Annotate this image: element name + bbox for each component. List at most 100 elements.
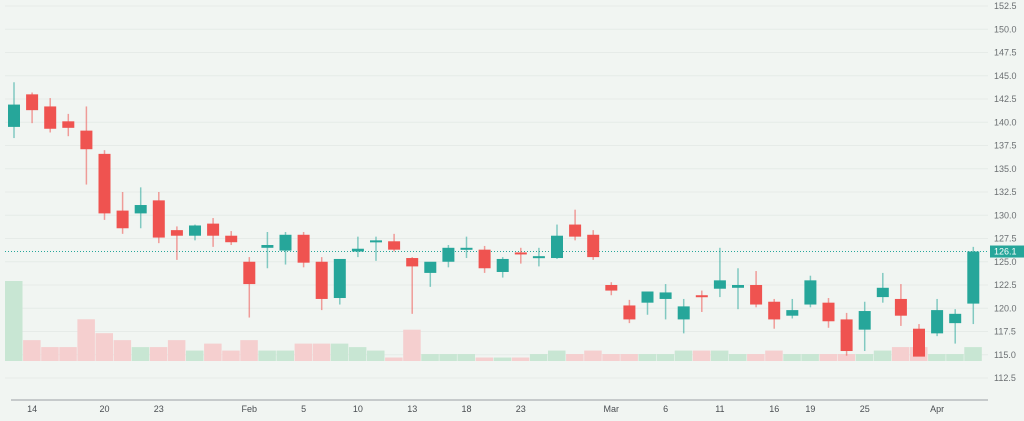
y-tick-label: 152.5 xyxy=(994,1,1017,11)
candle[interactable] xyxy=(496,257,509,278)
volume-bar xyxy=(783,354,801,361)
candle[interactable] xyxy=(134,187,147,229)
x-tick-label: 18 xyxy=(461,404,471,414)
y-tick-label: 112.5 xyxy=(994,373,1016,383)
y-tick-label: 127.5 xyxy=(994,234,1017,244)
last-price-value: 126.1 xyxy=(994,247,1017,257)
y-tick-label: 125.0 xyxy=(994,257,1017,267)
candle[interactable] xyxy=(80,106,93,185)
volume-bar xyxy=(747,354,765,361)
candle[interactable] xyxy=(551,224,563,259)
y-tick-label: 135.0 xyxy=(994,164,1017,174)
candle-body xyxy=(243,261,256,285)
candle[interactable] xyxy=(514,247,527,264)
x-tick-label: 23 xyxy=(516,404,526,414)
candle-body xyxy=(659,292,672,299)
candle[interactable] xyxy=(623,299,636,324)
grid xyxy=(5,5,988,379)
candle[interactable] xyxy=(388,233,401,252)
candle[interactable] xyxy=(695,290,708,312)
candle-body xyxy=(514,252,527,255)
candle[interactable] xyxy=(931,298,944,337)
candle[interactable] xyxy=(478,245,491,273)
candle[interactable] xyxy=(677,298,690,334)
candle-body xyxy=(623,305,636,320)
y-tick-label: 145.0 xyxy=(994,71,1017,81)
candle[interactable] xyxy=(297,231,310,268)
candle[interactable] xyxy=(424,261,437,287)
candle-body xyxy=(840,319,853,352)
volume-bar xyxy=(276,350,294,361)
candle[interactable] xyxy=(116,192,129,234)
candle[interactable] xyxy=(279,231,292,265)
candle[interactable] xyxy=(26,92,39,124)
candle[interactable] xyxy=(768,298,781,329)
candle[interactable] xyxy=(62,113,75,137)
candle[interactable] xyxy=(351,236,364,258)
last-price-badge: 126.1 xyxy=(990,245,1024,258)
candle[interactable] xyxy=(659,284,672,320)
candle-body xyxy=(750,285,763,305)
candle[interactable] xyxy=(840,312,853,356)
candle[interactable] xyxy=(876,272,889,303)
volume-bar xyxy=(511,357,530,361)
candle[interactable] xyxy=(406,257,419,314)
volume-bar xyxy=(475,357,494,361)
candle[interactable] xyxy=(587,230,600,260)
x-tick-label: 19 xyxy=(805,404,815,414)
candle[interactable] xyxy=(243,257,256,318)
candle[interactable] xyxy=(225,231,238,246)
candle-body xyxy=(894,298,907,316)
candle[interactable] xyxy=(442,245,455,268)
candle[interactable] xyxy=(44,98,57,133)
candle[interactable] xyxy=(98,150,111,220)
candle-body xyxy=(261,245,274,248)
volume-bar xyxy=(367,350,385,361)
candle[interactable] xyxy=(460,236,473,259)
candle[interactable] xyxy=(967,246,980,325)
candle[interactable] xyxy=(732,268,744,310)
candle-body xyxy=(551,235,563,259)
volume-bar xyxy=(584,350,602,361)
candle[interactable] xyxy=(261,231,274,269)
x-tick-label: Feb xyxy=(242,404,258,414)
candle[interactable] xyxy=(894,284,907,326)
volume-bar xyxy=(674,350,693,361)
candle[interactable] xyxy=(804,275,817,308)
candle-body xyxy=(532,256,545,259)
volume-bar xyxy=(819,354,837,361)
candle[interactable] xyxy=(152,192,165,244)
candle-body xyxy=(189,225,201,236)
candle[interactable] xyxy=(949,309,962,344)
candle[interactable] xyxy=(605,282,618,296)
candle-body xyxy=(116,210,129,229)
candle[interactable] xyxy=(207,218,220,247)
candle[interactable] xyxy=(189,224,201,241)
candle[interactable] xyxy=(333,258,346,305)
candle[interactable] xyxy=(913,324,925,357)
candle[interactable] xyxy=(532,247,545,267)
candle-body xyxy=(152,200,165,238)
y-tick-label: 150.0 xyxy=(994,24,1017,34)
volume-bar xyxy=(765,350,783,361)
candle[interactable] xyxy=(170,226,183,260)
candle[interactable] xyxy=(569,209,582,241)
candle-body xyxy=(351,248,364,252)
volume-bar xyxy=(891,347,910,361)
candle[interactable] xyxy=(641,291,654,315)
candle[interactable] xyxy=(713,247,726,298)
candle[interactable] xyxy=(858,301,871,352)
candle[interactable] xyxy=(750,271,763,308)
volume-bar xyxy=(421,354,439,361)
y-tick-label: 130.0 xyxy=(994,210,1017,220)
candle[interactable] xyxy=(786,298,799,319)
candle[interactable] xyxy=(315,257,328,311)
x-tick-label: 11 xyxy=(715,404,724,414)
candle[interactable] xyxy=(370,236,382,261)
volume-bar xyxy=(566,354,584,361)
volume-bar xyxy=(131,347,150,361)
candle-body xyxy=(388,241,401,250)
candle[interactable] xyxy=(822,298,835,328)
candle[interactable] xyxy=(8,82,20,139)
